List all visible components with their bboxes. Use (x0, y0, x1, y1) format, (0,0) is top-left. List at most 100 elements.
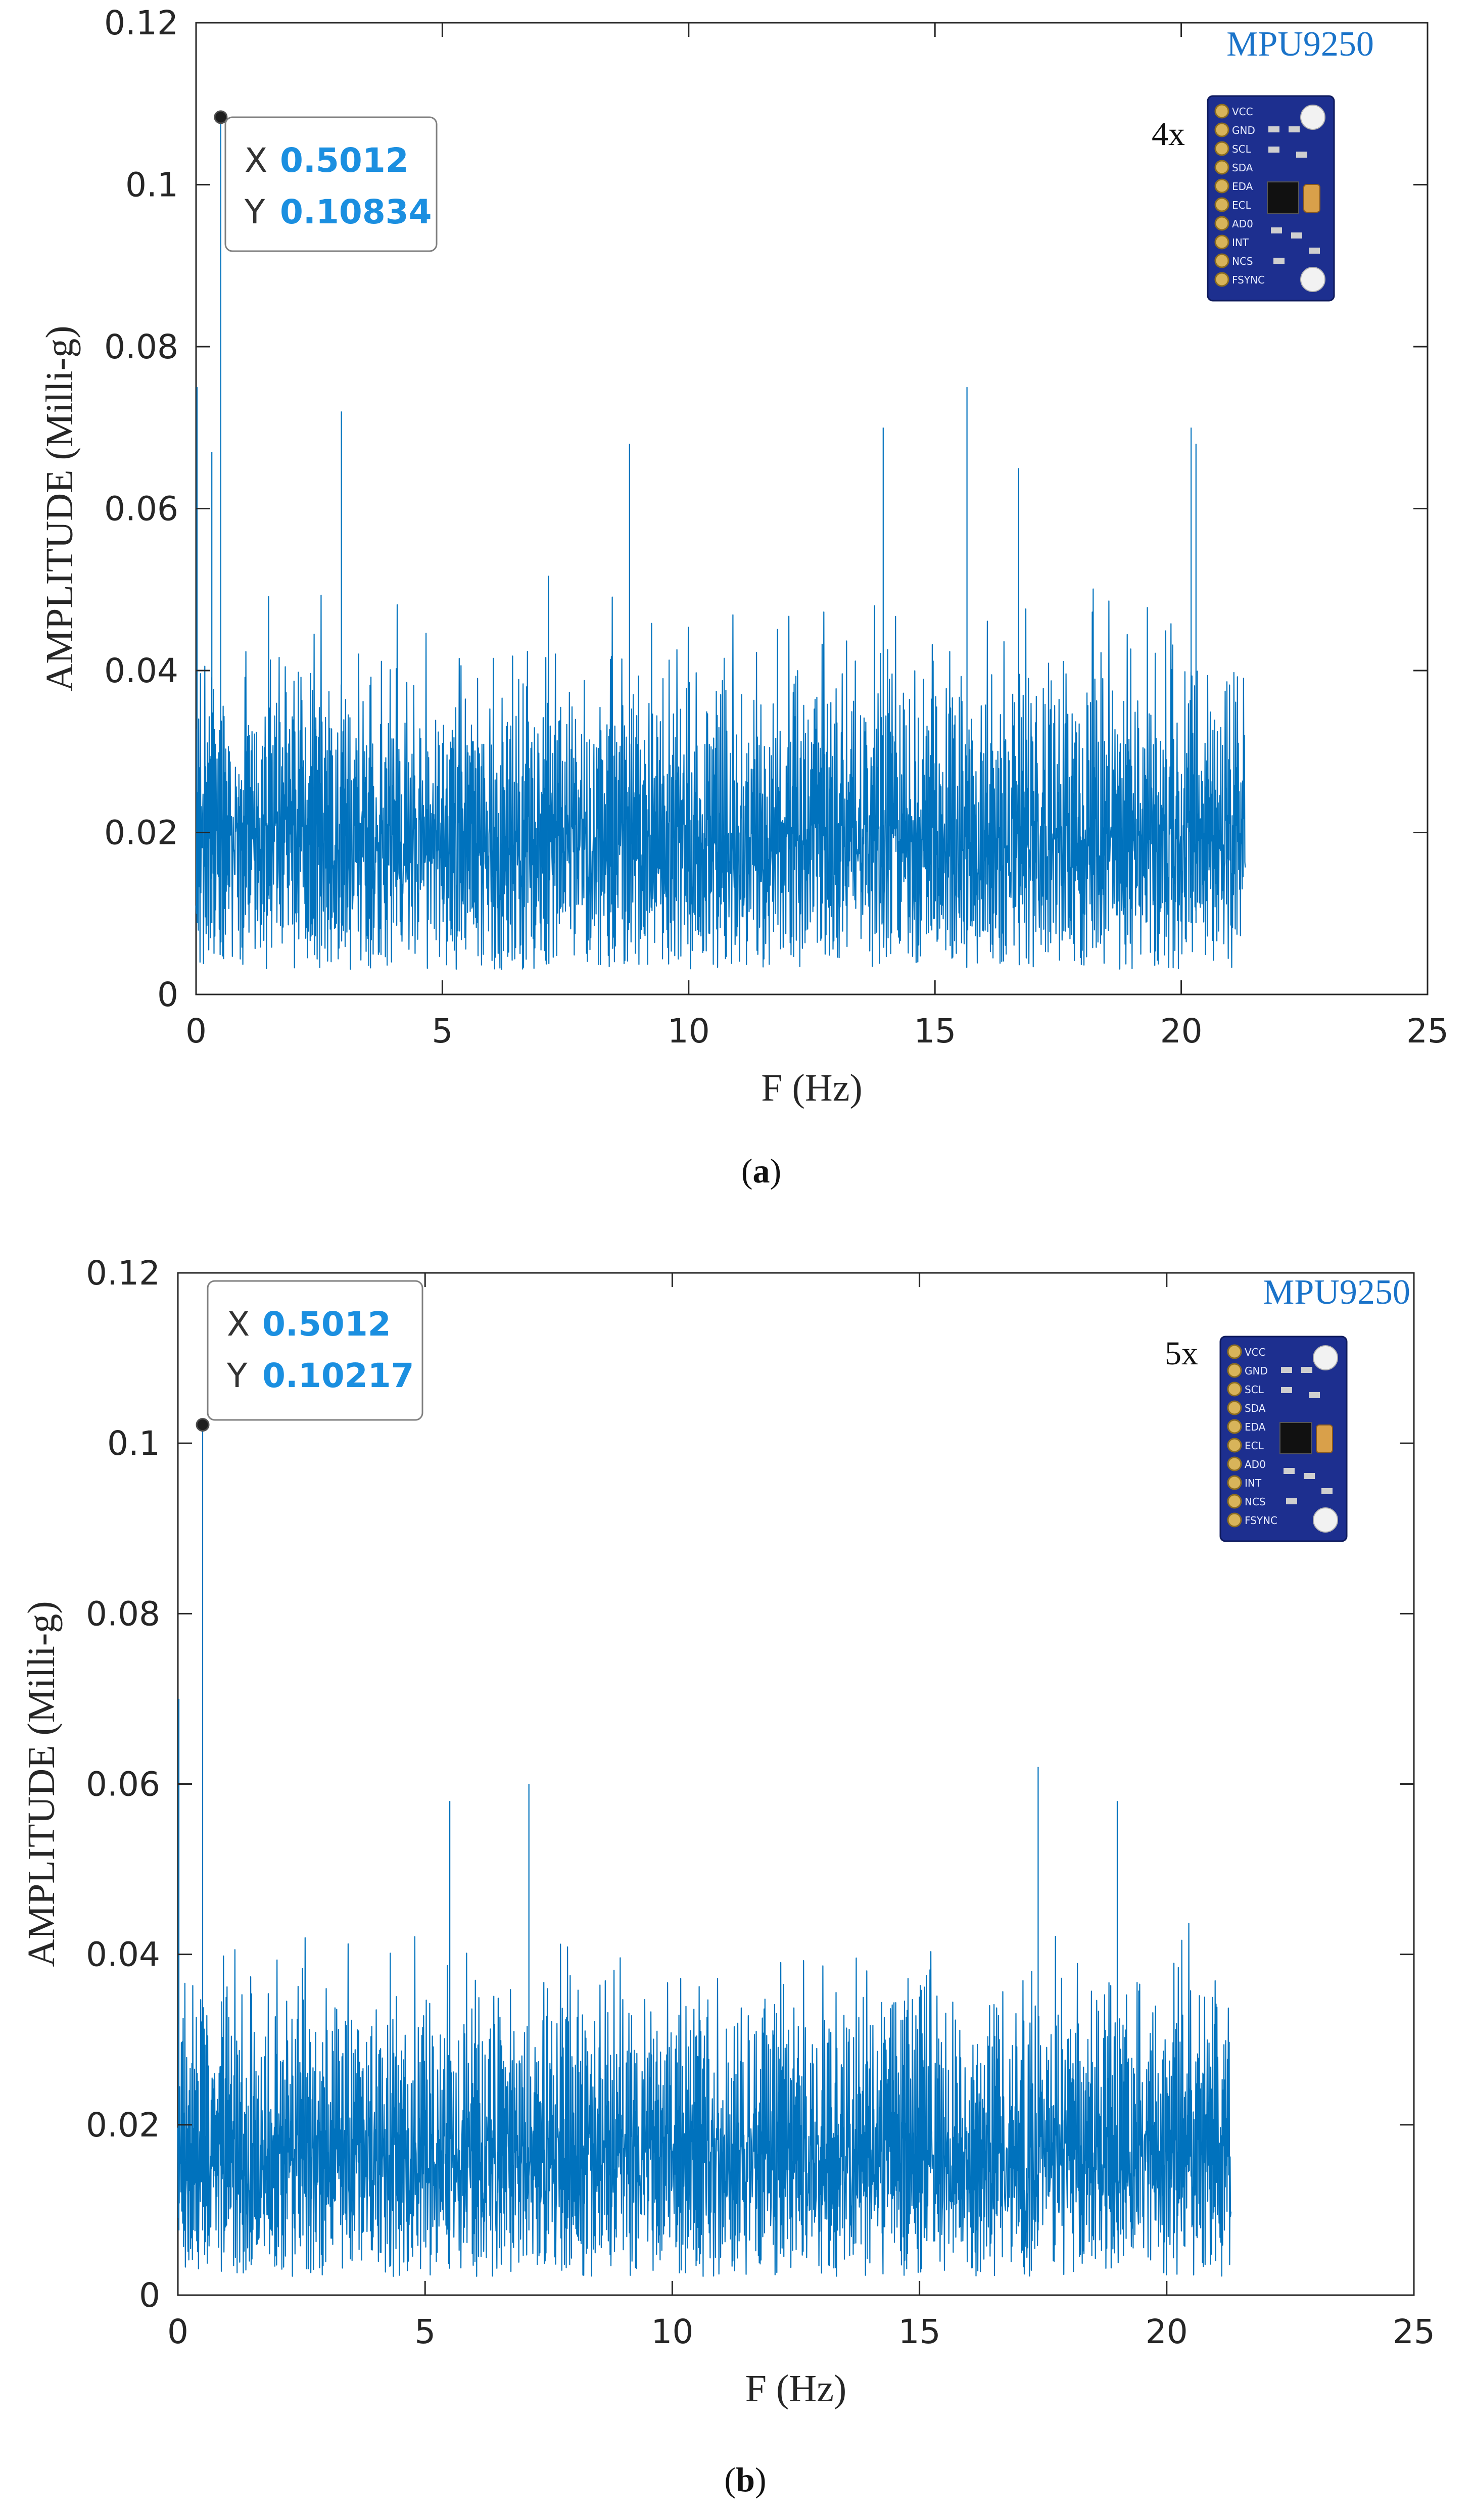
pin-label: FSYNC (1245, 1514, 1277, 1527)
y-tick-label: 0.1 (107, 1424, 160, 1463)
datatip-x-value: 0.5012 (280, 141, 409, 180)
pin-label: GND (1232, 124, 1255, 136)
pin-pad (1227, 1363, 1242, 1378)
pin-label: INT (1245, 1477, 1262, 1489)
datatip-y-label: Y (226, 1356, 248, 1395)
smd-part (1304, 1473, 1315, 1479)
y-tick-label: 0.1 (125, 166, 178, 205)
smd-part (1271, 227, 1282, 233)
pin-pad (1214, 104, 1229, 119)
y-tick-label: 0.08 (86, 1594, 160, 1633)
pin-label: ECL (1245, 1440, 1264, 1452)
pin-label: FSYNC (1232, 274, 1265, 286)
x-tick-label: 20 (1160, 1012, 1203, 1051)
panel-b: 0 5 10 15 20 25 0 0.02 0.04 0.06 0.08 0.1 0.12 F (Hz)… (20, 1254, 1435, 2499)
pin-pad (1227, 1494, 1242, 1509)
panel-caption: (b) (724, 2460, 766, 2499)
y-tick-label: 0.12 (104, 4, 178, 42)
x-tick-label: 15 (898, 2312, 941, 2351)
sensor-board-image: VCC GND SCL SDA EDA ECL AD0 INT NCS FSYNC (1219, 1336, 1348, 1542)
pin-label: AD0 (1232, 218, 1253, 230)
panel-letter: a (753, 1152, 770, 1190)
pin-label: VCC (1245, 1346, 1266, 1358)
pin-label: SCL (1232, 143, 1252, 155)
x-tick-label: 5 (432, 1012, 453, 1051)
pin-pad (1227, 1512, 1242, 1528)
spectrum-line (177, 1424, 1232, 2277)
pin-label: NCS (1245, 1496, 1266, 1508)
smd-part (1301, 1367, 1312, 1373)
x-tick-label: 25 (1393, 2312, 1435, 2351)
pin-label: NCS (1232, 255, 1253, 267)
smd-part (1289, 126, 1300, 132)
y-axis-label: AMPLITUDE (Milli-g) (38, 325, 81, 691)
datatip-x-label: X (245, 141, 267, 180)
datatip-marker (196, 1418, 210, 1432)
pin-pad (1214, 234, 1229, 250)
mount-hole (1300, 105, 1325, 130)
pin-label: VCC (1232, 106, 1253, 118)
mount-hole (1313, 1345, 1338, 1370)
spectrum-line (195, 117, 1246, 970)
smd-part (1286, 1498, 1297, 1504)
pin-pad (1227, 1344, 1242, 1359)
datatip-x-value: 0.5012 (262, 1305, 391, 1344)
panel-a: 0 5 10 15 20 25 0 0.02 0.04 0.06 0.08 0.1 0.12 F (Hz)… (38, 4, 1449, 1190)
pin-pad (1214, 197, 1229, 212)
datatip-y-label: Y (244, 193, 265, 231)
pin-label: SDA (1232, 162, 1253, 174)
x-tick-label: 15 (914, 1012, 956, 1051)
y-tick-label: 0.08 (104, 327, 178, 366)
y-tick-label: 0.02 (86, 2106, 160, 2145)
pin-label: INT (1232, 236, 1249, 249)
x-tick-label: 5 (414, 2312, 436, 2351)
pin-pad (1227, 1400, 1242, 1415)
sensor-chip (1267, 181, 1299, 214)
y-tick-label: 0.06 (86, 1765, 160, 1804)
pin-label: SCL (1245, 1384, 1264, 1396)
capacitor (1303, 184, 1320, 213)
sensor-chip (1279, 1422, 1312, 1454)
pin-pad (1214, 253, 1229, 268)
datatip-marker (214, 110, 228, 124)
pin-pad (1214, 216, 1229, 231)
x-tick-label: 0 (167, 2312, 188, 2351)
smd-part (1309, 1392, 1320, 1398)
pin-label: GND (1245, 1365, 1268, 1377)
y-tick-label: 0.06 (104, 490, 178, 529)
capacitor (1316, 1424, 1333, 1453)
mount-hole (1313, 1507, 1338, 1533)
inset-title: MPU9250 (1226, 25, 1374, 64)
pin-label: EDA (1245, 1421, 1266, 1433)
datatip-x-label: X (227, 1305, 250, 1344)
inset-title: MPU9250 (1263, 1273, 1410, 1312)
mount-hole (1300, 267, 1325, 292)
x-tick-label: 10 (668, 1012, 710, 1051)
y-tick-label: 0 (157, 975, 178, 1014)
inset-scale: 5x (1165, 1335, 1198, 1372)
inset-scale: 4x (1152, 116, 1185, 153)
pin-pad (1214, 141, 1229, 156)
smd-part (1281, 1367, 1292, 1373)
datatip-y-value: 0.10834 (280, 193, 432, 231)
pin-pad (1214, 160, 1229, 175)
smd-part (1268, 147, 1279, 153)
pin-pad (1227, 1438, 1242, 1453)
pin-label: ECL (1232, 199, 1252, 211)
smd-part (1296, 152, 1307, 158)
y-tick-label: 0 (139, 2276, 160, 2315)
smd-part (1291, 232, 1302, 239)
y-tick-label: 0.12 (86, 1254, 160, 1293)
x-axis-label: F (Hz) (745, 2367, 847, 2410)
x-tick-label: 10 (651, 2312, 693, 2351)
pin-pad (1227, 1456, 1242, 1471)
smd-part (1273, 258, 1285, 264)
smd-part (1284, 1468, 1295, 1474)
pin-pad (1214, 272, 1229, 287)
pin-pad (1227, 1419, 1242, 1434)
smd-part (1268, 126, 1279, 132)
pin-label: AD0 (1245, 1458, 1266, 1470)
x-tick-label: 0 (185, 1012, 207, 1051)
pin-pad (1214, 122, 1229, 137)
